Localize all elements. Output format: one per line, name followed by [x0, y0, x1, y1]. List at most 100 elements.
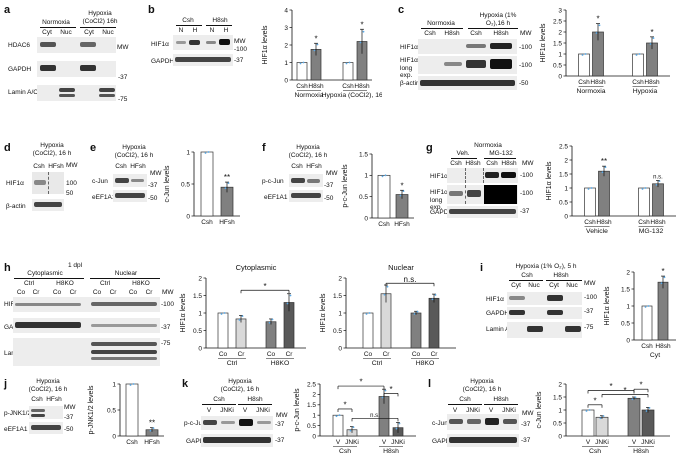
fraction-label: Cytoplasmic — [27, 270, 63, 277]
blot-hdac6 — [37, 37, 116, 53]
mw-marker: -37 — [234, 57, 244, 64]
row-label: HDAC6 — [8, 42, 31, 49]
y-tick-label: 1 — [198, 310, 202, 317]
blot-p-c-jun — [289, 174, 323, 187]
panel-title: Normoxia — [474, 142, 502, 149]
row-label: HIF1α — [151, 41, 169, 48]
group-label: Ctrl — [227, 360, 238, 367]
y-tick-label: 0 — [558, 73, 562, 80]
row-label: GAPDH — [8, 66, 32, 73]
y-tick-label: 0.5 — [359, 194, 368, 201]
row-label: GAPDH — [186, 438, 210, 445]
x-tick-label: HFsh — [394, 221, 410, 228]
mw-title: MW — [66, 162, 78, 169]
data-point — [204, 152, 207, 154]
group-label: H8sh — [212, 17, 228, 24]
row-label: p-JNK1/2 — [4, 410, 32, 417]
group-label: H8KO — [271, 360, 290, 367]
x-tick-label: Csh — [584, 219, 596, 226]
panel-label-f: f — [262, 142, 266, 154]
lane-label: V — [488, 407, 494, 414]
lane-label: Nuc — [102, 29, 114, 36]
blot-gapdh — [507, 307, 582, 319]
mw-marker: -50 — [324, 195, 334, 202]
mw-title: MW — [162, 289, 174, 296]
row-label: HIF1α — [430, 173, 448, 180]
lane-label: Csh — [486, 160, 498, 167]
lane-label: Csh — [424, 30, 436, 37]
blot-hif1a-long — [447, 185, 518, 204]
y-tick-label: 2 — [626, 269, 630, 276]
row-label: eEF1A1 — [4, 426, 28, 433]
y-tick-label: 1 — [284, 60, 288, 67]
chart-i: 0 0.5 1 1.5 2 HIF1α levels Csh H8sh Cyt * — [604, 267, 676, 359]
y-axis-label: p-c-Jun levels — [342, 164, 349, 208]
lane-label: Cyt — [549, 282, 559, 289]
row-label: GAPDH — [151, 58, 175, 65]
group-label: H8sh — [633, 448, 649, 455]
mw-title: MW — [276, 412, 288, 419]
data-point — [268, 321, 271, 324]
group-label: Normoxia — [576, 88, 605, 95]
mw-title: MW — [522, 160, 534, 167]
y-tick-label: 0 — [564, 213, 568, 220]
x-tick-label: HFsh — [219, 219, 235, 226]
data-point — [395, 427, 398, 430]
significance-label: * — [389, 385, 392, 394]
panel-title: Hypoxia (CoCl2), 16 h — [220, 378, 260, 393]
data-point — [644, 187, 647, 189]
row-label: GAPDH — [486, 310, 510, 317]
bar — [632, 53, 644, 77]
data-point — [590, 187, 593, 189]
data-point — [345, 62, 348, 65]
y-tick-label: 0.5 — [107, 407, 116, 414]
blot-hif1a — [173, 35, 233, 50]
y-axis-label: HIF1α levels — [262, 25, 269, 65]
significance-label: ** — [149, 419, 155, 428]
panel-label-a: a — [4, 4, 11, 16]
lane-label: H8sh — [493, 30, 509, 37]
mw-title: MW — [150, 170, 162, 177]
lane-label: Cr — [109, 289, 117, 296]
y-tick-label: 1 — [312, 413, 316, 420]
lane-label: Nuc — [528, 282, 540, 289]
lane-label: N — [178, 27, 184, 34]
blot-c-jun — [447, 414, 519, 430]
data-point — [381, 175, 384, 178]
row-label: GAPDH — [430, 209, 454, 216]
data-point — [368, 312, 371, 314]
panel-title: Hypoxia (CoCl2), 16 h — [114, 144, 154, 159]
blot-hif1a — [507, 292, 582, 305]
data-point — [588, 409, 591, 411]
x-tick-label: H8sh — [655, 343, 671, 350]
row-label: HIF1α — [4, 301, 22, 309]
data-point — [402, 190, 405, 193]
lane-label: Cr — [145, 289, 153, 296]
y-tick-label: 0 — [112, 433, 116, 440]
mw-marker: -37 — [324, 182, 334, 189]
significance-label: * — [661, 267, 664, 276]
data-point — [383, 293, 386, 296]
lane-label: HFsh — [306, 163, 322, 170]
data-point — [227, 182, 230, 185]
y-tick-label: 0 — [626, 337, 630, 344]
row-label: c-Jun — [92, 178, 108, 185]
significance-label: ** — [601, 157, 607, 166]
mw-title: MW — [117, 44, 129, 51]
row-label: HIF1α — [400, 44, 418, 51]
data-point — [316, 43, 319, 46]
significance-label: * — [593, 396, 596, 405]
y-tick-label: 1.5 — [553, 394, 562, 401]
significance-label: * — [650, 28, 653, 37]
x-tick-label: Csh — [296, 83, 308, 90]
y-tick-label: 0.5 — [193, 328, 202, 335]
x-tick-label: Cr — [286, 351, 294, 358]
blot-gapdh — [447, 206, 518, 218]
row-label: Lamin A/C — [486, 326, 516, 333]
mw-marker: -37 — [275, 437, 285, 444]
significance-label: n.s. — [653, 174, 663, 180]
panel-title: Hypoxia (CoCl2), 16 h — [28, 378, 68, 393]
bar — [362, 312, 374, 349]
data-point — [338, 414, 341, 417]
